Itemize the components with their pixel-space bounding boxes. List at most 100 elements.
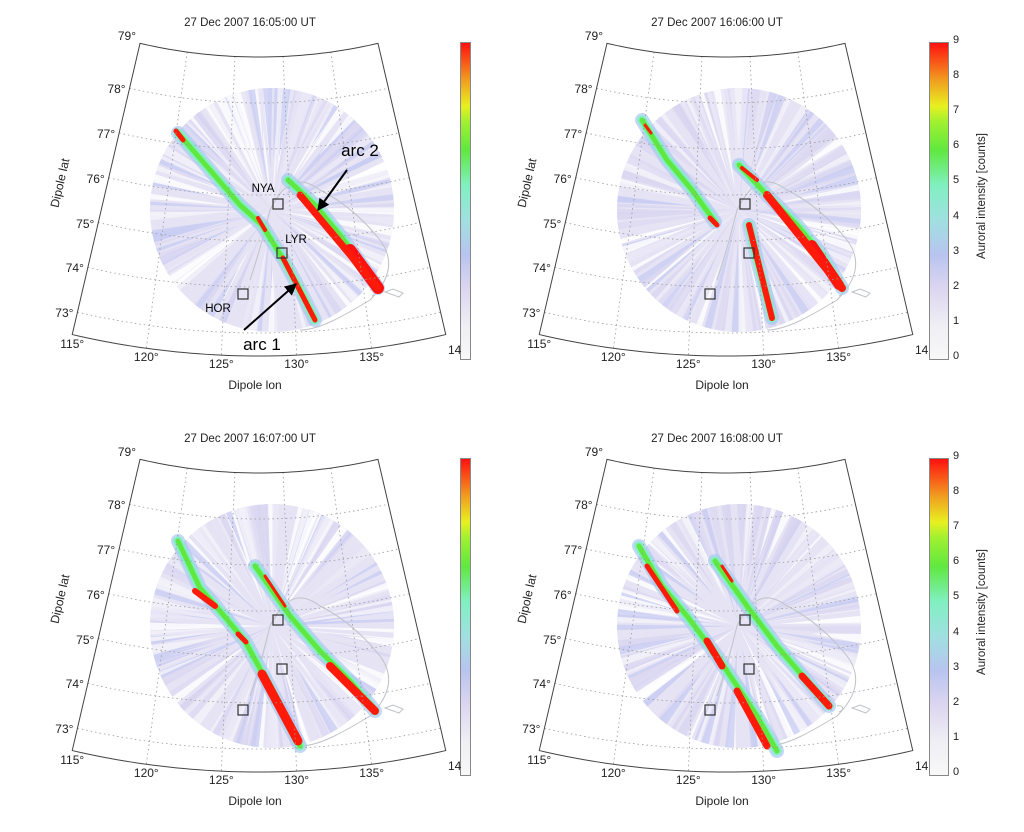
lon-gridline: [330, 468, 373, 765]
lon-tick-label: 125°: [208, 773, 234, 788]
station-label: LYR: [285, 234, 307, 246]
intensity-streak: [317, 679, 355, 722]
intensity-streak: [273, 262, 279, 332]
lat-tick-label: 73°: [55, 722, 74, 737]
lon-gridline: [220, 472, 236, 772]
lat-tick-label: 76°: [86, 171, 105, 186]
lon-tick-label: 120°: [133, 350, 159, 365]
intensity-streak: [183, 536, 251, 605]
intensity-streak: [745, 595, 859, 625]
intensity-streak: [673, 103, 727, 191]
map-panel-top-right: 79° 78° 77° 76° 75° 74° 73° 115° 120° 125° 130° 135…: [467, 0, 988, 416]
colorbar-label: Auroral intensity [counts]: [976, 133, 988, 259]
intensity-streak: [619, 636, 695, 657]
arc-intensity-peak: [720, 564, 734, 583]
intensity-streak: [699, 93, 730, 180]
intensity-streak: [297, 236, 359, 301]
intensity-streak: [771, 671, 815, 727]
intensity-streak: [650, 251, 698, 299]
intensity-streak: [640, 247, 691, 288]
lat-tick-label: 75°: [543, 632, 562, 647]
intensity-streak: [195, 221, 264, 309]
intensity-streak: [777, 616, 861, 624]
intensity-streak: [232, 92, 266, 190]
intensity-streak: [797, 153, 850, 182]
intensity-streak: [316, 611, 394, 623]
lat-tick-label: 75°: [76, 216, 95, 231]
intensity-streak: [648, 541, 687, 578]
intensity-streak: [779, 638, 857, 667]
intensity-streak: [764, 666, 808, 731]
intensity-streak: [786, 566, 847, 601]
colorbar-tick-label: 7: [953, 104, 960, 117]
intensity-streak: [740, 518, 802, 624]
colorbar-tick-label: 1: [953, 730, 960, 743]
intensity-streak: [287, 605, 394, 624]
colorbar-tick-label: 5: [953, 590, 960, 603]
intensity-streak: [240, 264, 259, 330]
lon-tick-label: 135°: [359, 766, 385, 781]
panel-title: 27 Dec 2007 16:06:00 UT: [651, 17, 783, 29]
intensity-streak: [338, 580, 388, 601]
lon-gridline: [612, 468, 655, 765]
intensity-streak: [751, 229, 809, 315]
intensity-streak: [232, 93, 259, 168]
intensity-streak: [225, 95, 251, 157]
intensity-streak: [179, 124, 264, 203]
intensity-streak: [171, 641, 251, 703]
intensity-streak: [751, 152, 849, 204]
arc-intensity-peak: [326, 662, 379, 715]
lon-tick-label: 135°: [826, 350, 852, 365]
intensity-streak: [150, 211, 222, 221]
intensity-streak: [617, 624, 736, 631]
intensity-streak: [150, 632, 217, 645]
colorbar-tick-label: 6: [953, 139, 960, 152]
lat-tick-label: 77°: [97, 542, 116, 557]
lon-gridline: [687, 56, 703, 356]
arc-intensity-peak: [798, 672, 833, 710]
intensity-streak: [765, 512, 791, 563]
station-marker-nya: [272, 614, 284, 626]
intensity-streak: [759, 688, 780, 743]
lat-gridline: [98, 638, 420, 658]
intensity-streak: [743, 511, 784, 613]
lon-tick-label: 135°: [359, 350, 385, 365]
lat-gridline: [565, 222, 887, 242]
intensity-streak: [617, 212, 720, 230]
intensity-streak: [765, 96, 787, 145]
auroral-arc: [708, 554, 836, 713]
intensity-streak: [213, 687, 241, 736]
intensity-streak: [310, 104, 339, 148]
lon-tick-label: 115°: [60, 752, 85, 767]
colorbar: [929, 458, 949, 776]
colorbar-tick-label: 7: [953, 520, 960, 533]
lon-gridline: [220, 56, 236, 356]
lat-gridline: [129, 503, 389, 520]
intensity-streak: [192, 527, 238, 583]
intensity-streak: [619, 180, 699, 201]
lat-tick-label: 74°: [65, 677, 84, 692]
intensity-streak: [302, 663, 352, 722]
intensity-streak: [204, 105, 270, 206]
auroral-arc: [171, 534, 307, 753]
intensity-streak: [284, 650, 330, 735]
lon-tick-label: 120°: [600, 766, 626, 781]
intensity-streak: [163, 654, 220, 686]
arc-intensity-peak: [643, 123, 653, 135]
intensity-streak: [625, 223, 709, 263]
intensity-streak: [156, 165, 204, 185]
intensity-streak: [696, 258, 723, 327]
intensity-streak: [687, 513, 715, 572]
colorbar-tick-label: 4: [953, 209, 960, 222]
arc-intensity-peak: [707, 215, 720, 228]
lon-gridline: [612, 52, 655, 349]
intensity-streak: [738, 216, 746, 332]
intensity-streak: [764, 635, 855, 673]
map-frame: [71, 458, 447, 773]
auroral-arc: [281, 173, 385, 295]
intensity-streak: [745, 92, 775, 186]
intensity-streak: [617, 195, 693, 206]
map-frame: [538, 42, 914, 357]
intensity-streak: [655, 116, 736, 206]
intensity-streak: [729, 88, 738, 183]
